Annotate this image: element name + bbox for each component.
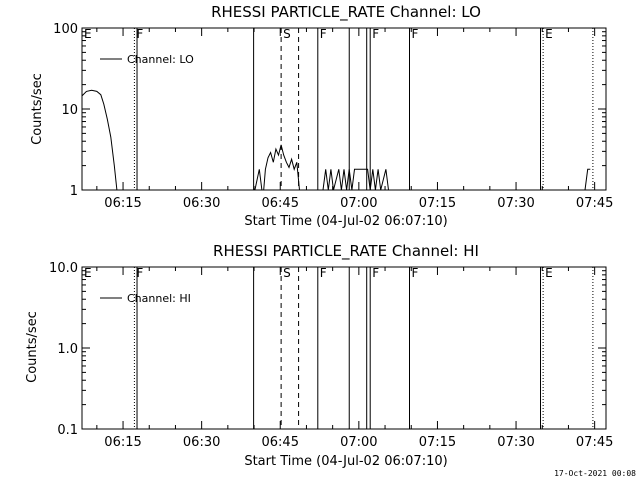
lo-event-marker-label: S [283, 27, 291, 41]
hi-x-tick-label: 07:00 [340, 435, 377, 450]
lo-series-line [322, 168, 389, 191]
hi-event-marker-label: F [372, 266, 379, 280]
lo-x-tick-label: 06:45 [262, 196, 299, 211]
hi-x-axis-label: Start Time (04-Jul-02 06:07:10) [244, 454, 447, 469]
hi-x-tick-label: 06:15 [104, 435, 141, 450]
lo-channel-panel: RHESSI PARTICLE_RATE Channel: LO Start T… [30, 3, 613, 229]
footer-date: 17-Oct-2021 00:08 [554, 469, 636, 478]
hi-y-axis-label: Counts/sec [25, 311, 40, 383]
lo-event-marker-label: F [412, 27, 419, 41]
hi-event-marker-label: E [84, 266, 92, 280]
lo-y-tick-label: 1 [70, 184, 78, 199]
lo-chart-title: RHESSI PARTICLE_RATE Channel: LO [211, 3, 481, 22]
lo-series-line [81, 89, 118, 191]
hi-x-tick-label: 07:15 [419, 435, 456, 450]
lo-y-tick-label: 100 [53, 22, 78, 37]
lo-event-marker-label: F [372, 27, 379, 41]
lo-x-tick-label: 06:30 [183, 196, 220, 211]
hi-event-marker-label: E [545, 266, 553, 280]
lo-event-marker-label: F [320, 27, 327, 41]
lo-series-line [263, 144, 300, 191]
lo-y-axis-label: Counts/sec [30, 73, 45, 145]
lo-x-axis-label: Start Time (04-Jul-02 06:07:10) [244, 214, 447, 229]
lo-legend-label: Channel: LO [127, 53, 194, 66]
hi-legend-label: Channel: HI [127, 292, 191, 305]
hi-y-tick-label: 10.0 [49, 261, 78, 276]
lo-x-tick-label: 07:00 [340, 196, 377, 211]
lo-x-tick-label: 07:45 [576, 196, 613, 211]
lo-event-marker-label: E [84, 27, 92, 41]
lo-event-marker-label: E [545, 27, 553, 41]
hi-x-tick-label: 06:30 [183, 435, 220, 450]
hi-x-tick-label: 07:30 [497, 435, 534, 450]
lo-x-tick-label: 07:15 [419, 196, 456, 211]
hi-x-tick-label: 06:45 [262, 435, 299, 450]
lo-x-tick-label: 07:30 [497, 196, 534, 211]
hi-y-tick-label: 0.1 [57, 423, 78, 438]
hi-y-tick-label: 1.0 [57, 342, 78, 357]
hi-event-marker-label: S [283, 266, 291, 280]
hi-event-marker-label: F [136, 266, 143, 280]
lo-x-tick-label: 06:15 [104, 196, 141, 211]
hi-event-marker-label: F [412, 266, 419, 280]
lo-series-line [254, 169, 263, 191]
lo-event-marker-label: F [136, 27, 143, 41]
hi-event-marker-label: F [320, 266, 327, 280]
hi-x-tick-label: 07:45 [576, 435, 613, 450]
lo-y-tick-label: 10 [61, 103, 78, 118]
lo-series-line [584, 168, 591, 191]
hi-chart-title: RHESSI PARTICLE_RATE Channel: HI [213, 242, 479, 261]
hi-channel-panel: RHESSI PARTICLE_RATE Channel: HI Start T… [25, 242, 613, 469]
